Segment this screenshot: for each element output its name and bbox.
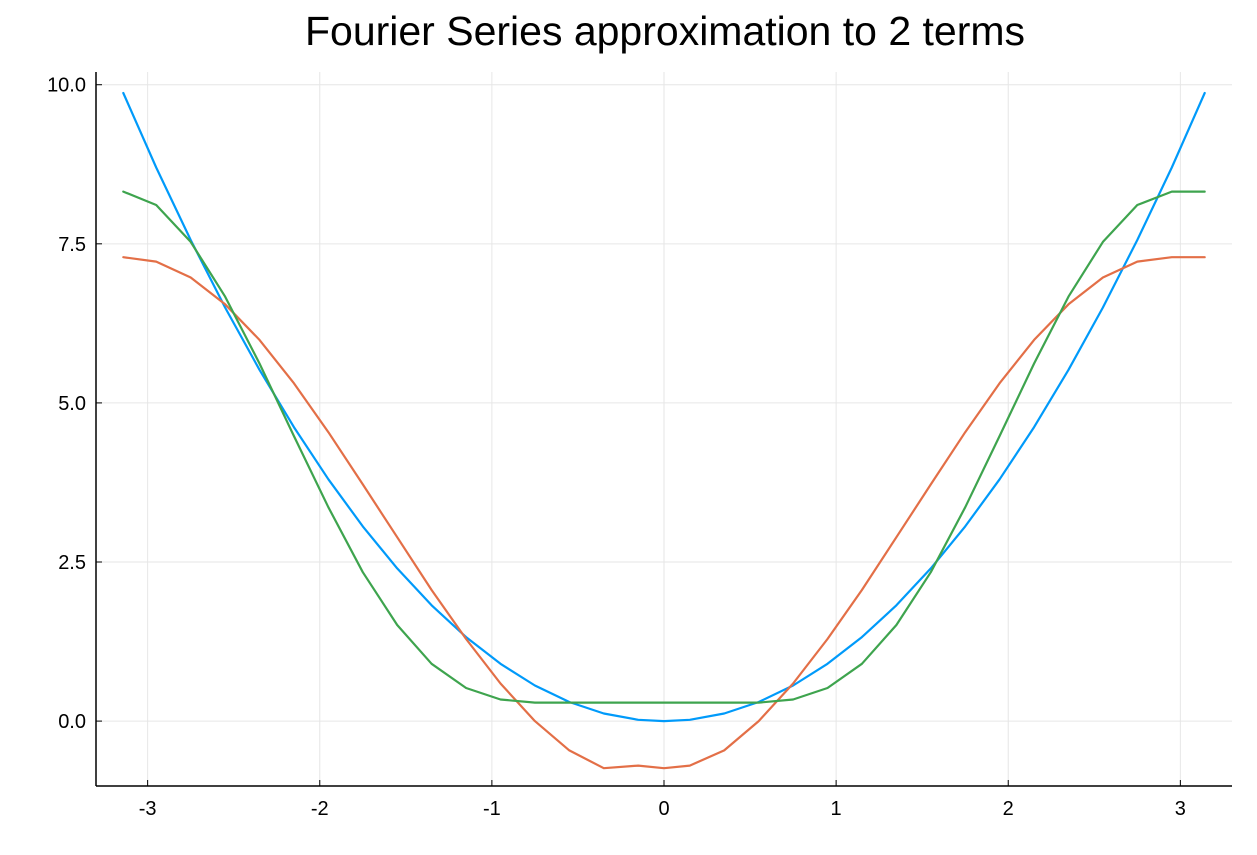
- axes: [95, 72, 1232, 787]
- y-tick-label: 10.0: [47, 75, 86, 97]
- y-tick-label: 7.5: [58, 234, 86, 256]
- series-line-2: [122, 256, 1206, 770]
- x-tick-label: -3: [139, 798, 157, 820]
- x-tick-label: -1: [483, 798, 501, 820]
- y-tick-label: 5.0: [58, 393, 86, 415]
- x-tick-label: 2: [1003, 798, 1014, 820]
- x-tick-label: 0: [658, 798, 669, 820]
- grid-lines: [96, 72, 1232, 786]
- series-layer: [122, 91, 1206, 770]
- tick-labels: -3 -2 -1 0 1 2 3 0.0 2.5 5.0 7.5 10.0: [47, 75, 1186, 820]
- y-tick-label: 0.0: [58, 711, 86, 733]
- chart-title: Fourier Series approximation to 2 terms: [305, 8, 1025, 54]
- x-tick-label: 1: [831, 798, 842, 820]
- series-line-1: [122, 91, 1206, 723]
- y-tick-label: 2.5: [58, 552, 86, 574]
- x-tick-label: 3: [1175, 798, 1186, 820]
- series-line-3: [122, 190, 1206, 704]
- x-tick-label: -2: [311, 798, 329, 820]
